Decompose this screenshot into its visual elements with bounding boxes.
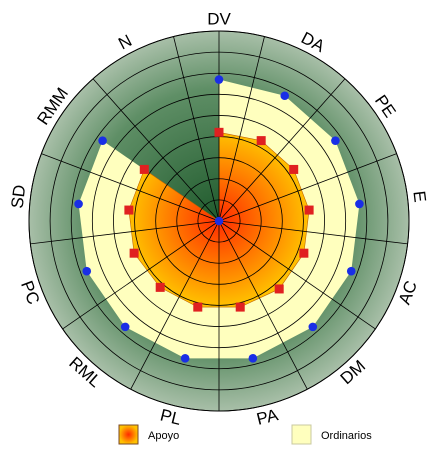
ordinarios-point [120, 322, 130, 332]
apoyo-point [235, 302, 245, 312]
ordinarios-point [308, 322, 318, 332]
grid-spoke [218, 153, 397, 222]
apoyo-point [289, 164, 299, 174]
ordinarios-point [180, 354, 190, 363]
apoyo-point [299, 248, 309, 258]
grid-spoke [218, 36, 265, 222]
legend-label-apoyo: Apoyo [148, 430, 179, 442]
legend-item-ordinarios: Ordinarios [291, 424, 372, 445]
apoyo-point [193, 302, 203, 312]
grid-spoke [218, 220, 308, 390]
apoyo-point [139, 164, 149, 174]
apoyo-point [304, 205, 314, 215]
axis-label-e: E [409, 190, 429, 204]
grid-spoke [218, 220, 408, 245]
grid-spokes [30, 31, 408, 411]
ordinarios-points [74, 75, 364, 363]
ordinarios-point [74, 199, 83, 209]
ordinarios-point [214, 75, 224, 84]
grid-spoke [218, 78, 346, 222]
grid-spoke [62, 220, 220, 330]
grid-spoke [130, 220, 220, 390]
grid-spoke [173, 36, 220, 222]
legend-swatch-apoyo [118, 424, 139, 445]
apoyo-points [124, 127, 314, 312]
center-point [214, 216, 224, 226]
axis-label-n: N [115, 31, 135, 54]
apoyo-point [274, 284, 284, 294]
legend-label-ordinarios: Ordinarios [321, 430, 372, 442]
apoyo-point [155, 282, 165, 292]
ordinarios-point [355, 199, 364, 209]
ordinarios-point [98, 136, 107, 145]
axis-label-pa: PA [255, 405, 281, 429]
ordinarios-point [280, 91, 290, 101]
grid-spoke [30, 220, 220, 245]
apoyo-point [124, 205, 134, 215]
legend: Apoyo Ordinarios [118, 424, 372, 445]
grid-spoke [41, 153, 220, 222]
axis-label-dv: DV [207, 10, 231, 29]
legend-item-apoyo: Apoyo [118, 424, 179, 445]
grid-spoke [218, 220, 376, 330]
ordinarios-point [248, 354, 258, 363]
ordinarios-point [346, 266, 356, 276]
ordinarios-point [82, 266, 92, 276]
axis-label-sd: SD [8, 184, 30, 210]
ordinarios-point [331, 136, 340, 145]
apoyo-point [214, 127, 224, 137]
grid-spoke [92, 78, 220, 222]
apoyo-point [129, 248, 139, 258]
apoyo-point [256, 136, 266, 146]
axis-label-pl: PL [158, 405, 183, 428]
legend-swatch-ordinarios [291, 424, 312, 445]
